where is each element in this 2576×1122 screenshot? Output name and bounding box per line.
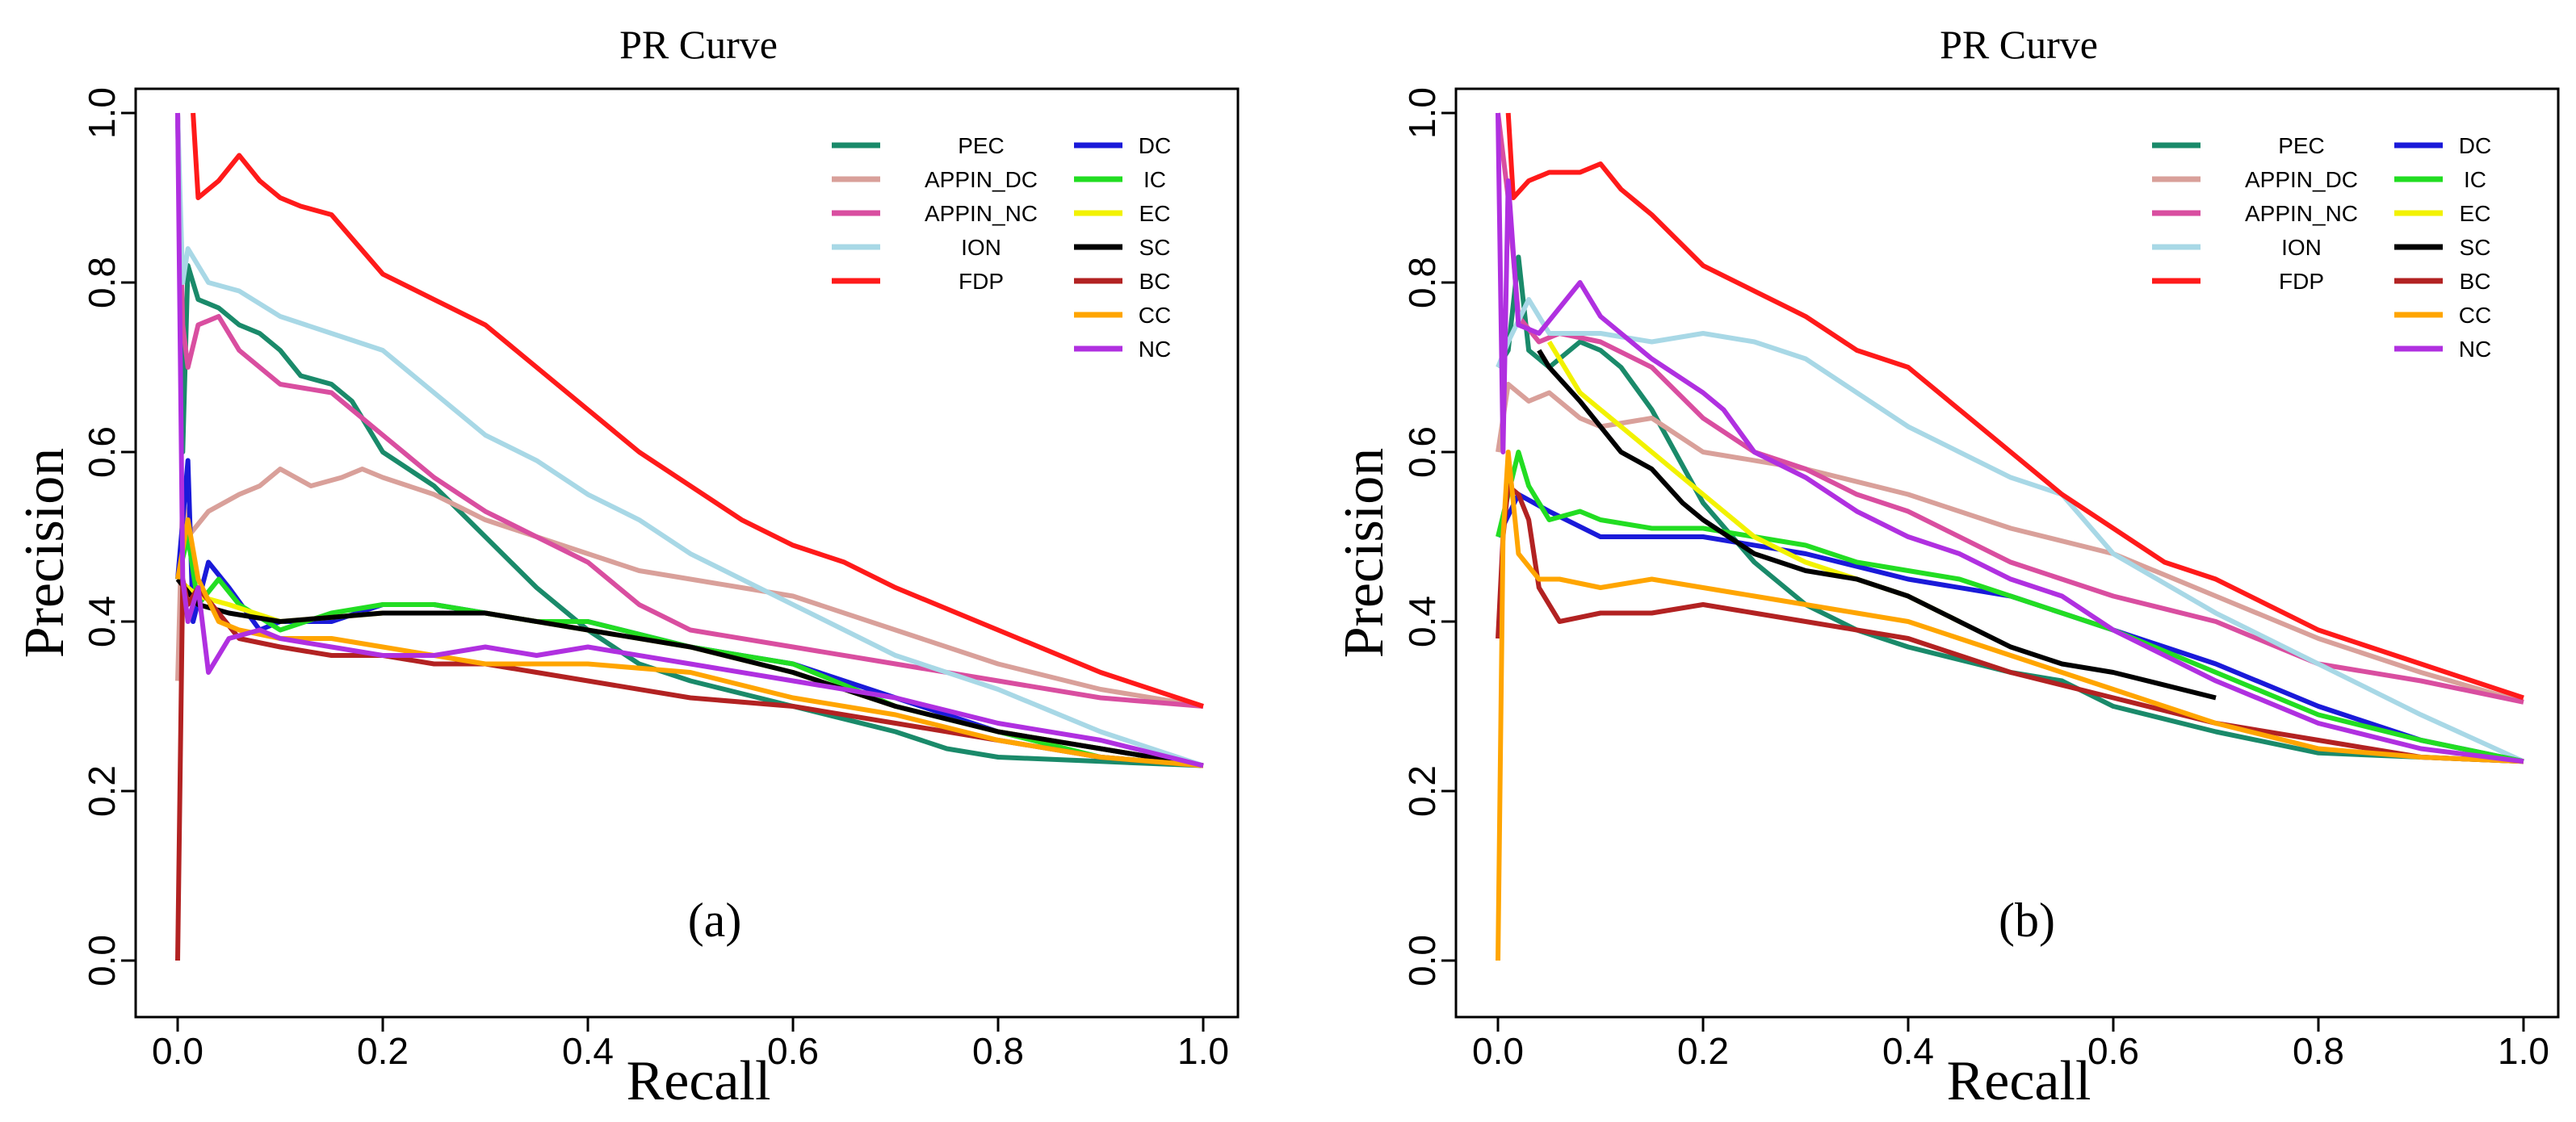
panel-a: PR Curve 0.0 0.2 0.4 0.6 0.8 1.00.00.20.40.60… [14, 22, 1240, 1112]
x-tick-label: 0.8 [2293, 1030, 2344, 1072]
y-tick-label: 0.8 [81, 257, 123, 308]
legend-label: APPIN_NC [925, 201, 1038, 226]
legend-label: APPIN_DC [2245, 167, 2358, 192]
panel-label: (a) [688, 894, 742, 947]
legend-label: SC [2460, 235, 2491, 260]
axis-ticks: 0.0 0.2 0.4 0.6 0.8 1.0 0.0 0.2 0.4 0.6 0.8 1.0 [81, 87, 1229, 1072]
x-tick-label: 0.2 [357, 1030, 409, 1072]
series-line-ion [175, 112, 1204, 768]
legend-label: DC [2459, 133, 2491, 158]
legend-label: FDP [959, 269, 1004, 294]
x-axis-label: Recall [1947, 1050, 2091, 1112]
series-line-sc [1537, 349, 2217, 701]
y-tick-label: 1.0 [1401, 87, 1443, 139]
y-tick-label: 0.4 [1401, 596, 1443, 647]
series-line-fdp [191, 112, 1204, 709]
series-line-appin-dc [1496, 382, 2524, 705]
series-line-pec [1496, 254, 2524, 764]
series-line-appin-nc [175, 112, 1204, 709]
legend-label: PEC [2278, 133, 2325, 158]
legend-label: EC [2460, 201, 2491, 226]
y-tick-label: 0.0 [1401, 935, 1443, 986]
series-line-nc [1496, 112, 2524, 764]
y-tick-label: 0.6 [1401, 426, 1443, 478]
x-tick-label: 0.4 [562, 1030, 614, 1072]
legend-label: CC [2459, 303, 2491, 328]
legend-label: APPIN_NC [2245, 201, 2358, 226]
plot-frame [134, 87, 1240, 1019]
legend-label: PEC [958, 133, 1005, 158]
legend-label: CC [1139, 303, 1171, 328]
x-tick-label: 1.0 [1177, 1030, 1229, 1072]
y-tick-label: 0.6 [81, 426, 123, 478]
series-line-ic [1496, 450, 2524, 764]
x-tick-label: 0.0 [1472, 1030, 1524, 1072]
legend-label: EC [1139, 201, 1171, 226]
legend-label: BC [1139, 269, 1171, 294]
series-line-appin-nc [1496, 112, 2524, 705]
x-tick-label: 0.0 [152, 1030, 203, 1072]
series-line-cc [175, 517, 1204, 768]
legend-label: ION [2281, 235, 2322, 260]
y-tick-label: 0.0 [81, 935, 123, 986]
x-tick-label: 0.8 [972, 1030, 1024, 1072]
series-layer [175, 112, 1204, 961]
legend-label: FDP [2279, 269, 2324, 294]
series-line-cc [1496, 450, 2524, 961]
y-tick-label: 0.2 [1401, 765, 1443, 817]
series-layer [1496, 112, 2525, 961]
x-axis-label: Recall [627, 1050, 771, 1112]
legend-label: IC [1143, 167, 1166, 192]
legend-label: NC [2459, 337, 2491, 362]
y-axis-label: Precision [14, 448, 76, 659]
legend: PEC APPIN_DC APPIN_NC ION FDP DC IC EC SC BC CC NC [2152, 133, 2491, 362]
panel-label: (b) [1999, 894, 2055, 947]
x-tick-label: 1.0 [2498, 1030, 2549, 1072]
y-tick-label: 0.8 [1401, 257, 1443, 308]
y-tick-label: 1.0 [81, 87, 123, 139]
legend-label: ION [961, 235, 1001, 260]
axis-ticks: 0.0 0.2 0.4 0.6 0.8 1.0 0.0 0.2 0.4 0.6 0.8 1.0 [1401, 87, 2549, 1072]
y-axis-label: Precision [1333, 448, 1395, 659]
x-tick-label: 0.2 [1677, 1030, 1729, 1072]
legend: PEC APPIN_DC APPIN_NC ION FDP DC IC EC SC BC CC NC [832, 133, 1171, 362]
series-line-appin-dc [175, 467, 1204, 709]
series-line-nc [175, 112, 1204, 768]
series-line-ion [1496, 297, 2525, 764]
y-tick-label: 0.2 [81, 765, 123, 817]
x-tick-label: 0.6 [767, 1030, 819, 1072]
y-tick-label: 0.4 [81, 596, 123, 647]
legend-label: BC [2460, 269, 2491, 294]
x-tick-label: 0.6 [2087, 1030, 2139, 1072]
chart-title: PR Curve [619, 22, 778, 67]
chart-title: PR Curve [1940, 22, 2098, 67]
plot-frame [1454, 87, 2560, 1019]
series-line-fdp [1505, 112, 2524, 701]
series-line-ec [1546, 340, 1961, 624]
legend-label: DC [1139, 133, 1171, 158]
series-line-sc [175, 577, 1204, 768]
series-line-dc [1496, 492, 2524, 764]
legend-label: SC [1139, 235, 1171, 260]
panel-b: PR Curve 0.0 0.2 0.4 0.6 0.8 1.00.00.20.40.60… [1333, 22, 2560, 1112]
series-line-pec [175, 112, 1204, 768]
legend-label: NC [1139, 337, 1171, 362]
x-tick-label: 0.4 [1882, 1030, 1934, 1072]
legend-label: APPIN_DC [925, 167, 1038, 192]
legend-label: IC [2464, 167, 2486, 192]
